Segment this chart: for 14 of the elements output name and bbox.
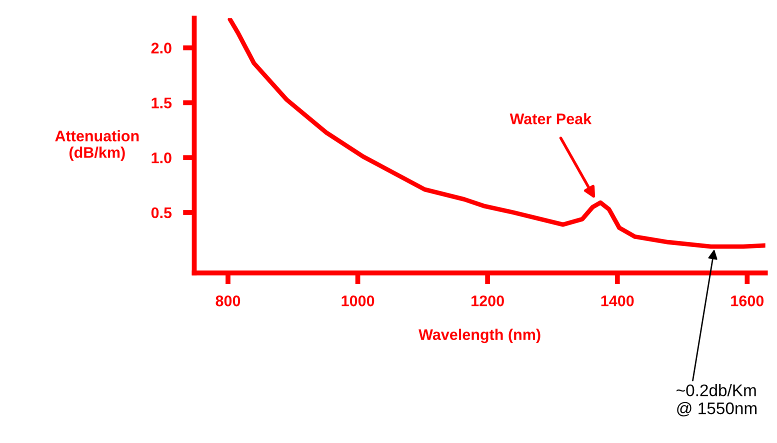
y-axis-title: Attenuation (dB/km) [55, 130, 139, 161]
x-tick-label: 1000 [342, 296, 374, 306]
x-tick-label: 800 [216, 296, 240, 306]
y-tick-label: 1.0 [152, 152, 172, 164]
annotation: Water Peak [510, 113, 592, 124]
x-tick-label: 1200 [472, 296, 504, 306]
y-tick-label: 1.5 [152, 98, 172, 108]
annotation: ~0.2db/Km @ 1550nm [676, 384, 757, 416]
x-tick-label: 1400 [601, 296, 634, 306]
y-tick-label: 2.0 [151, 42, 172, 54]
x-axis-title: Wavelength (nm) [418, 328, 540, 344]
y-tick-label: 0.5 [151, 207, 172, 218]
x-tick-label: 1600 [731, 296, 764, 306]
line-series [228, 18, 766, 249]
